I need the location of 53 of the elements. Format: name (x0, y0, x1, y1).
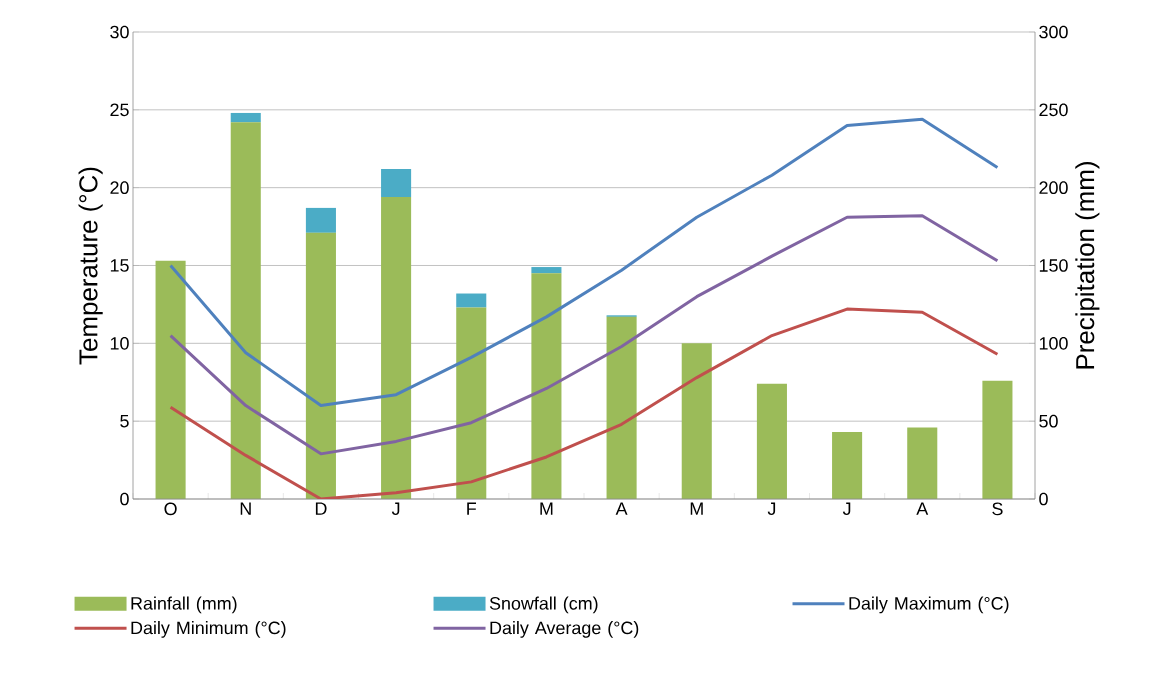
x-tick-label: J (391, 502, 400, 516)
bar (907, 427, 938, 499)
bar (230, 122, 261, 499)
line-series (169, 307, 999, 499)
bar (982, 380, 1013, 499)
x-tick-label: O (164, 502, 177, 516)
bar (756, 383, 787, 499)
line-series (169, 117, 999, 408)
y-tick-label: 30 (110, 25, 129, 39)
y-tick-label: 25 (110, 103, 129, 117)
bar (681, 343, 712, 499)
x-tick-label: M (690, 502, 703, 515)
x-tick-label: M (540, 502, 553, 515)
legend-label: Rainfall (mm) (131, 596, 237, 614)
y-axis-title: Temperature (°C) (78, 167, 103, 365)
legend-label: Snowfall (cm) (489, 596, 598, 614)
x-tick-label: J (767, 502, 776, 516)
bar (606, 316, 637, 499)
y2-axis-title: Precipitation (mm) (1075, 162, 1100, 369)
bar (155, 260, 186, 499)
x-tick-label: N (240, 502, 251, 515)
x-tick-label: S (992, 502, 1003, 516)
y2-tick-label: 250 (1039, 103, 1068, 117)
bar (531, 267, 562, 274)
legend-label: Daily Average (°C) (490, 621, 639, 638)
bar (305, 232, 336, 499)
bar (305, 207, 336, 233)
y2-tick-label: 300 (1039, 25, 1068, 39)
x-tick-label: F (467, 502, 477, 515)
y2-tick-label: 150 (1039, 259, 1068, 272)
legend-label: Daily Minimum (°C) (131, 621, 286, 638)
y-tick-label: 20 (110, 181, 129, 195)
bar (456, 307, 487, 499)
y-tick-label: 15 (110, 259, 129, 272)
y2-tick-label: 50 (1039, 414, 1058, 428)
y2-tick-label: 100 (1039, 336, 1068, 350)
bar (381, 197, 412, 499)
y2-tick-label: 0 (1039, 492, 1048, 506)
bar (456, 293, 487, 308)
bar (832, 432, 863, 499)
line-series (169, 214, 999, 456)
y-tick-label: 5 (120, 414, 129, 428)
y-tick-label: 0 (120, 492, 129, 506)
x-tick-label: A (615, 502, 628, 515)
y2-tick-label: 200 (1039, 181, 1068, 195)
legend-label: Daily Maximum (°C) (849, 596, 1009, 614)
bar (531, 273, 562, 499)
bar (230, 112, 261, 123)
x-tick-label: J (842, 502, 851, 516)
x-tick-label: D (315, 502, 327, 515)
y-tick-label: 10 (110, 336, 129, 350)
bar (381, 168, 412, 197)
x-tick-label: A (916, 502, 929, 515)
